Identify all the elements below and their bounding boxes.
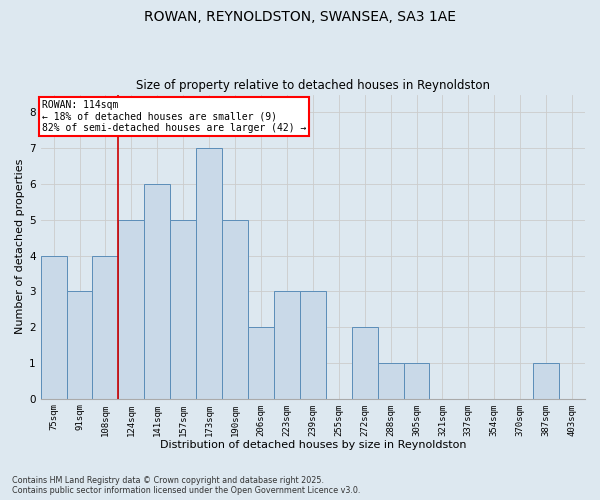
Bar xyxy=(248,327,274,398)
Bar xyxy=(41,256,67,398)
Bar xyxy=(404,363,430,398)
Bar xyxy=(352,327,377,398)
Bar xyxy=(533,363,559,398)
Text: ROWAN: 114sqm
← 18% of detached houses are smaller (9)
82% of semi-detached hous: ROWAN: 114sqm ← 18% of detached houses a… xyxy=(42,100,307,133)
Title: Size of property relative to detached houses in Reynoldston: Size of property relative to detached ho… xyxy=(136,79,490,92)
Bar xyxy=(92,256,118,398)
Y-axis label: Number of detached properties: Number of detached properties xyxy=(15,159,25,334)
Bar xyxy=(274,292,300,399)
Text: Contains HM Land Registry data © Crown copyright and database right 2025.
Contai: Contains HM Land Registry data © Crown c… xyxy=(12,476,361,495)
Bar xyxy=(67,292,92,399)
Bar xyxy=(377,363,404,398)
X-axis label: Distribution of detached houses by size in Reynoldston: Distribution of detached houses by size … xyxy=(160,440,466,450)
Bar xyxy=(222,220,248,398)
Text: ROWAN, REYNOLDSTON, SWANSEA, SA3 1AE: ROWAN, REYNOLDSTON, SWANSEA, SA3 1AE xyxy=(144,10,456,24)
Bar xyxy=(300,292,326,399)
Bar xyxy=(170,220,196,398)
Bar xyxy=(118,220,145,398)
Bar xyxy=(145,184,170,398)
Bar xyxy=(196,148,222,399)
